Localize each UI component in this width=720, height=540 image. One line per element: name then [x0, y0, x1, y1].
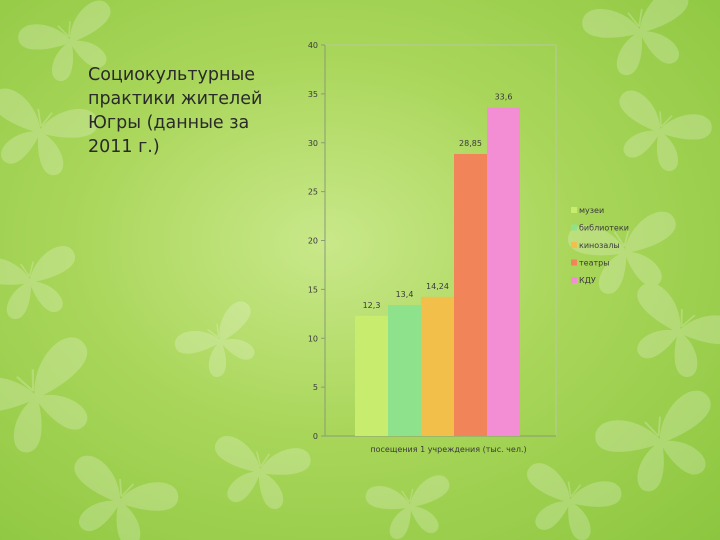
legend-swatch	[571, 242, 577, 248]
legend-swatch	[571, 207, 577, 213]
y-tick-label: 20	[308, 237, 318, 246]
slide-title: Социокультурные практики жителей Югры (д…	[88, 65, 263, 157]
legend-label: театры	[579, 259, 610, 268]
y-tick-label: 0	[313, 432, 318, 441]
y-tick-label: 40	[308, 41, 318, 50]
bar-chart: 0 5 10 15 20 25 30 35 40 12,3 13,4 14,24 28,85 33,6 по…	[308, 41, 629, 454]
data-label: 13,4	[396, 290, 414, 299]
y-tick-label: 25	[308, 188, 318, 197]
data-label: 12,3	[363, 301, 381, 310]
bar	[355, 315, 388, 436]
data-label: 28,85	[459, 139, 482, 148]
y-tick-label: 15	[308, 285, 318, 294]
bar	[388, 305, 421, 436]
data-label: 14,24	[426, 282, 449, 291]
legend-swatch	[571, 224, 577, 231]
legend-swatch	[571, 259, 577, 266]
legend-label: кинозалы	[579, 241, 620, 250]
bar	[454, 153, 487, 436]
legend-swatch	[571, 277, 577, 283]
x-axis-label: посещения 1 учреждения (тыс. чел.)	[370, 445, 526, 454]
legend-label: библиотеки	[579, 224, 629, 233]
y-tick-label: 5	[313, 383, 318, 392]
legend-label: музеи	[579, 206, 604, 215]
y-tick-label: 30	[308, 139, 318, 148]
y-tick-label: 10	[308, 334, 318, 343]
data-label: 33,6	[495, 93, 513, 102]
bar	[487, 107, 520, 436]
bar	[421, 296, 454, 436]
legend-label: КДУ	[579, 276, 596, 285]
y-tick-label: 35	[308, 90, 318, 99]
